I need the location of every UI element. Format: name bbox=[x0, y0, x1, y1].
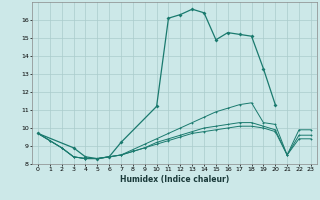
X-axis label: Humidex (Indice chaleur): Humidex (Indice chaleur) bbox=[120, 175, 229, 184]
